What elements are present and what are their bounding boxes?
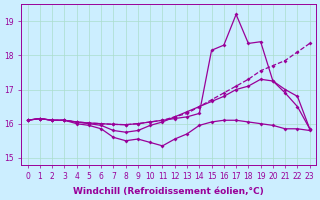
X-axis label: Windchill (Refroidissement éolien,°C): Windchill (Refroidissement éolien,°C) [73, 187, 264, 196]
